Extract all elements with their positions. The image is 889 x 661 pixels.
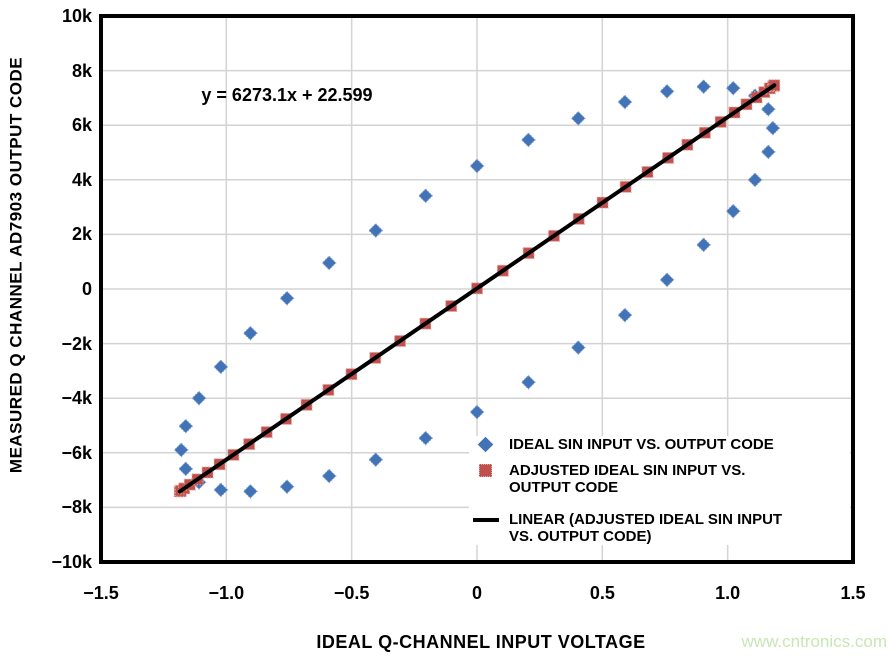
data-point-diamond xyxy=(659,83,675,99)
legend-item-adjusted-sin: ADJUSTED IDEAL SIN INPUT VS. OUTPUT CODE xyxy=(469,462,850,496)
data-point-diamond xyxy=(321,255,337,271)
data-point-diamond xyxy=(242,483,258,499)
data-point-diamond xyxy=(520,374,536,390)
data-point-diamond xyxy=(173,442,189,458)
data-point-diamond xyxy=(696,79,712,95)
y-tick-label: 6k xyxy=(71,115,92,136)
data-point-diamond xyxy=(178,461,194,477)
data-point-diamond xyxy=(191,390,207,406)
x-tick-label: 1.5 xyxy=(840,583,866,603)
data-point-diamond xyxy=(696,237,712,253)
y-tick-label: 0 xyxy=(81,279,92,299)
data-point-diamond xyxy=(659,272,675,288)
y-tick-label: −4k xyxy=(61,388,92,409)
x-tick-label: 0 xyxy=(471,583,482,603)
y-tick-label: −6k xyxy=(61,442,92,463)
data-point-diamond xyxy=(279,479,295,495)
legend-item-ideal-sin: IDEAL SIN INPUT VS. OUTPUT CODE xyxy=(469,436,850,453)
y-tick-label: 2k xyxy=(71,224,92,245)
data-point-diamond xyxy=(520,132,536,148)
data-point-diamond xyxy=(368,452,384,468)
data-point-diamond xyxy=(213,359,229,375)
legend-label: IDEAL SIN INPUT VS. OUTPUT CODE xyxy=(509,436,774,453)
data-point-diamond xyxy=(617,307,633,323)
y-tick-label: −10k xyxy=(51,552,92,572)
data-point-diamond xyxy=(418,430,434,446)
data-point-diamond xyxy=(321,468,337,484)
data-point-diamond xyxy=(760,144,776,160)
data-point-diamond xyxy=(747,172,763,188)
y-tick-label: −2k xyxy=(61,333,92,354)
data-point-diamond xyxy=(469,158,485,174)
watermark: www.cntronics.com xyxy=(741,632,887,651)
y-tick-label: −8k xyxy=(61,497,92,518)
x-tick-label: 0.5 xyxy=(589,583,615,603)
data-point-diamond xyxy=(725,80,741,96)
data-point-diamond xyxy=(725,203,741,219)
x-tick-label: −1.0 xyxy=(208,583,245,603)
legend-label: OUTPUT CODE xyxy=(509,479,619,496)
data-point-diamond xyxy=(418,188,434,204)
data-point-diamond xyxy=(279,290,295,306)
x-tick-label: −1.5 xyxy=(83,583,119,603)
data-point-diamond xyxy=(178,418,194,434)
data-point-diamond xyxy=(213,482,229,498)
legend-label: LINEAR (ADJUSTED IDEAL SIN INPUT xyxy=(509,511,783,528)
trendline xyxy=(177,83,777,494)
data-point-diamond xyxy=(368,222,384,238)
x-tick-label: −0.5 xyxy=(333,583,370,603)
trendline-equation: y = 6273.1x + 22.599 xyxy=(201,85,373,105)
plot-border xyxy=(99,14,855,564)
x-axis-title: IDEAL Q-CHANNEL INPUT VOLTAGE xyxy=(316,632,646,652)
black-line-marker-icon xyxy=(473,518,499,522)
legend-item-linear-fit: LINEAR (ADJUSTED IDEAL SIN INPUT VS. OUT… xyxy=(469,511,850,545)
legend: IDEAL SIN INPUT VS. OUTPUT CODE ADJUSTED… xyxy=(469,436,850,545)
data-point-diamond xyxy=(469,404,485,420)
data-point-diamond xyxy=(617,94,633,110)
y-tick-label: 10k xyxy=(61,6,92,26)
legend-label: VS. OUTPUT CODE) xyxy=(509,528,652,545)
data-point-diamond xyxy=(760,101,776,117)
y-tick-label: 8k xyxy=(71,60,92,81)
blue-diamond-marker-icon xyxy=(477,436,494,453)
x-tick-label: 1.0 xyxy=(715,583,741,603)
legend-label: ADJUSTED IDEAL SIN INPUT VS. xyxy=(509,462,746,479)
y-tick-label: 4k xyxy=(71,169,92,190)
red-square-marker-icon xyxy=(479,464,492,477)
data-point-diamond xyxy=(242,325,258,341)
data-point-diamond xyxy=(570,110,586,126)
data-point-diamond xyxy=(765,120,781,136)
data-point-diamond xyxy=(570,340,586,356)
